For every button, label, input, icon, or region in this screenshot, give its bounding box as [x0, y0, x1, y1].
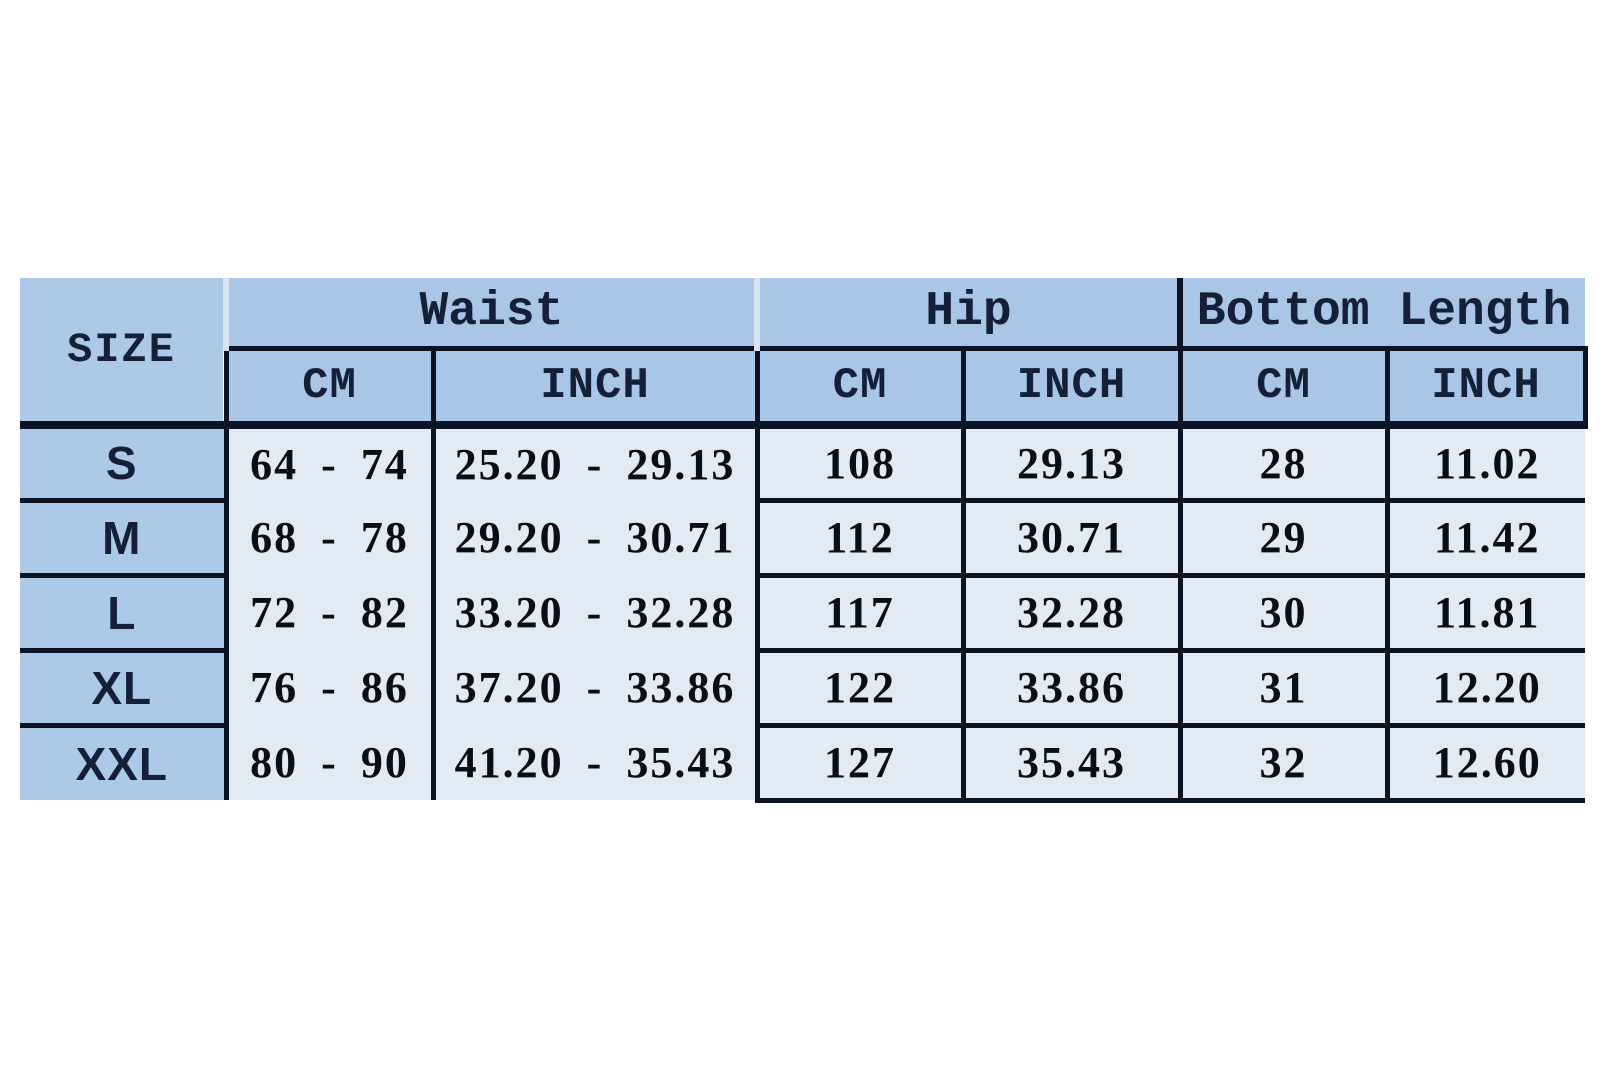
bottom-length-inch-cell: 11.42: [1387, 497, 1586, 578]
hip-inch-cell: 33.86: [963, 647, 1183, 728]
bottom-length-inch-cell: 11.81: [1387, 572, 1586, 653]
hip-inch-cell: 35.43: [963, 722, 1183, 803]
waist-cm-cell: 76 - 86: [226, 650, 436, 725]
bottom-length-cm-cell: 30: [1180, 572, 1390, 653]
hip-cm-cell: 127: [757, 722, 966, 803]
unit-header-hip-inch: INCH: [960, 345, 1183, 429]
waist-cm-cell: 80 - 90: [226, 725, 436, 800]
bottom-length-cm-cell: 28: [1180, 422, 1390, 503]
header-group-row: SIZE Waist Hip Bottom Length: [20, 278, 1586, 429]
size-chart-table: SIZE Waist Hip Bottom Length CM INCH CM …: [20, 278, 1588, 803]
waist-inch-cell: 29.20 - 30.71: [433, 500, 760, 575]
bottom-length-inch-cell: 12.60: [1387, 722, 1586, 803]
size-chart-body: S 64 - 74 25.20 - 29.13 108 29.13 28 11.02 M 68 …: [20, 422, 1586, 803]
unit-header-waist-inch: INCH: [430, 345, 760, 429]
unit-header-hip-cm: CM: [754, 345, 966, 429]
waist-inch-cell: 25.20 - 29.13: [433, 425, 760, 500]
bottom-length-cm-cell: 31: [1180, 647, 1390, 728]
size-cell: S: [20, 422, 229, 503]
hip-cm-cell: 108: [757, 422, 966, 503]
waist-inch-cell: 41.20 - 35.43: [433, 725, 760, 800]
size-cell: M: [20, 497, 229, 578]
column-group-bottom-length: Bottom Length: [1177, 278, 1586, 351]
column-group-waist: Waist: [223, 278, 757, 351]
column-group-hip: Hip: [753, 278, 1181, 351]
unit-header-bottom-length-cm: CM: [1177, 345, 1390, 429]
waist-cm-cell: 72 - 82: [226, 575, 436, 650]
size-cell: XXL: [20, 722, 229, 800]
waist-inch-cell: 33.20 - 32.28: [433, 575, 760, 650]
bottom-length-inch-cell: 12.20: [1387, 647, 1586, 728]
column-header-size: SIZE: [20, 278, 226, 429]
size-cell: L: [20, 572, 229, 653]
hip-inch-cell: 29.13: [963, 422, 1183, 503]
table-row: L 72 - 82 33.20 - 32.28 117 32.28 30 11.81: [20, 572, 1586, 653]
waist-inch-cell: 37.20 - 33.86: [433, 650, 760, 725]
waist-cm-cell: 68 - 78: [226, 500, 436, 575]
table-row: M 68 - 78 29.20 - 30.71 112 30.71 29 11.42: [20, 497, 1586, 578]
size-chart-header: SIZE Waist Hip Bottom Length CM INCH CM …: [20, 278, 1588, 429]
hip-inch-cell: 32.28: [963, 572, 1183, 653]
hip-inch-cell: 30.71: [963, 497, 1183, 578]
header-unit-row: CM INCH CM INCH CM INCH: [20, 345, 1588, 429]
hip-cm-cell: 112: [757, 497, 966, 578]
unit-header-waist-cm: CM: [223, 345, 436, 429]
unit-header-bottom-length-inch: INCH: [1384, 345, 1588, 429]
hip-cm-cell: 122: [757, 647, 966, 728]
waist-cm-cell: 64 - 74: [226, 425, 436, 500]
bottom-length-cm-cell: 32: [1180, 722, 1390, 803]
bottom-length-inch-cell: 11.02: [1387, 422, 1586, 503]
hip-cm-cell: 117: [757, 572, 966, 653]
table-row: S 64 - 74 25.20 - 29.13 108 29.13 28 11.02: [20, 422, 1586, 503]
bottom-length-cm-cell: 29: [1180, 497, 1390, 578]
size-cell: XL: [20, 647, 229, 728]
table-row: XXL 80 - 90 41.20 - 35.43 127 35.43 32 12.60: [20, 722, 1586, 803]
table-row: XL 76 - 86 37.20 - 33.86 122 33.86 31 12.20: [20, 647, 1586, 728]
